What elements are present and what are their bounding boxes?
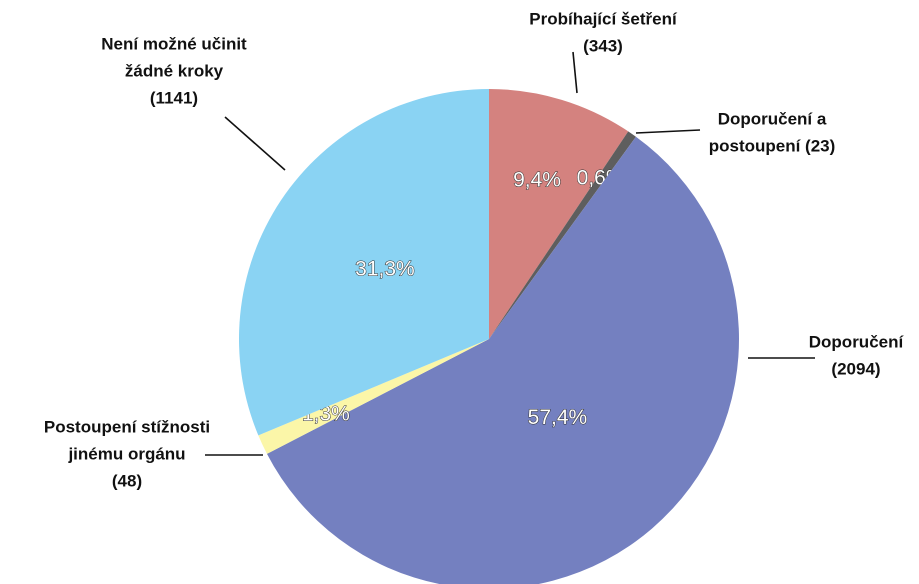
pie-slice: [266, 136, 740, 584]
value-label: 31,3%: [355, 257, 415, 280]
category-label: (48): [112, 471, 142, 490]
category-label: Doporučení: [809, 332, 905, 351]
category-label: Doporučení a: [718, 109, 827, 128]
category-label: (2094): [831, 359, 880, 378]
pie-slice: [258, 339, 489, 454]
category-label: (1141): [150, 88, 198, 107]
pie-slice: [238, 89, 489, 436]
category-label: žádné kroky: [125, 61, 224, 80]
leader-line: [635, 129, 701, 134]
category-label: Postoupení stížnosti: [44, 417, 210, 436]
leader-line: [224, 116, 286, 171]
category-label: Není možné učinit: [101, 34, 247, 53]
pie-slice: [489, 131, 636, 339]
category-label: Probíhající šetření: [529, 9, 678, 28]
category-label: jinému orgánu: [67, 444, 185, 463]
value-label: 57,4%: [528, 406, 588, 429]
category-label: (343): [583, 36, 623, 55]
value-label: 9,4%: [513, 169, 561, 192]
pie-slice: [489, 89, 629, 339]
leader-line: [572, 51, 578, 94]
category-label: postoupení (23): [709, 136, 836, 155]
